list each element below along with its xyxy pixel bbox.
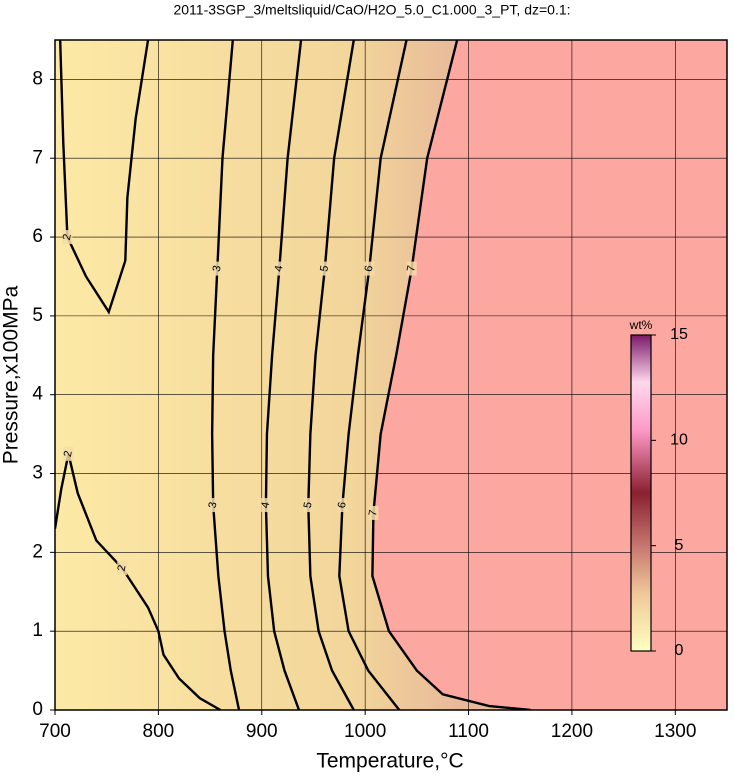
contour-label-bg (337, 498, 348, 513)
contour-label-bg (319, 261, 330, 276)
plot-area: 2 2 2 3 3 4 4 5 5 6 6 7 7 (55, 40, 727, 710)
x-axis-label: Temperature,°C (316, 750, 463, 773)
contour-line (264, 40, 303, 710)
colorbar-tick-label: 15 (670, 326, 688, 343)
contour-label-bg (406, 261, 417, 276)
contour-label: 4 (273, 265, 286, 273)
contour-label-bg (62, 230, 73, 245)
colorbar-label: wt% (629, 318, 653, 332)
contour-line (338, 40, 408, 710)
x-tick-label: 1200 (551, 721, 593, 742)
contour-label-bg (368, 505, 379, 520)
contour-label: 5 (302, 501, 315, 509)
x-tick-label: 1100 (448, 721, 489, 742)
x-tick-label: 700 (39, 721, 71, 742)
y-axis-label: Pressure,x100MPa (0, 285, 23, 464)
contour-label: 4 (259, 501, 272, 509)
y-tick-label: 3 (32, 463, 43, 484)
y-tick-label: 4 (32, 384, 43, 405)
contour-label: 3 (207, 501, 220, 509)
contour-label-bg (364, 261, 375, 276)
contour-line (58, 40, 150, 315)
contour-label: 3 (211, 265, 224, 273)
x-tick-label: 1000 (344, 721, 386, 742)
x-tick-label: 800 (143, 721, 175, 742)
contour-label-bg (208, 498, 219, 513)
contour-label: 5 (318, 265, 331, 273)
colorbar-tick-label: 0 (675, 642, 684, 659)
contour-label: 7 (367, 509, 380, 517)
y-tick-label: 2 (32, 541, 43, 562)
contour-label-bg (260, 498, 271, 513)
axes: 700 800 900 1000 1100 1200 1300 0 1 2 3 4 5 6 7 8 wt% 0 5 1… (32, 39, 728, 742)
plot-frame (54, 39, 728, 711)
contour-label: 2 (116, 564, 129, 572)
contour-label-bg (303, 498, 314, 513)
contour-label: 7 (405, 265, 418, 273)
y-tick-label: 0 (32, 699, 43, 720)
colorbar-tick-label: 10 (670, 432, 688, 449)
chart-title: 2011-3SGP_3/meltsliquid/CaO/H2O_5.0_C1.0… (173, 2, 570, 18)
y-tick-label: 1 (32, 620, 43, 641)
y-tick-label: 8 (32, 68, 43, 89)
colorbar-tick-label: 5 (675, 537, 684, 554)
contour-label-bg (212, 261, 223, 276)
contour-line (307, 40, 355, 710)
contour-label-bg (63, 446, 74, 461)
contour-line (210, 40, 241, 710)
contour-label: 6 (336, 501, 349, 509)
y-tick-label: 6 (32, 226, 43, 247)
y-tick-label: 5 (32, 305, 43, 326)
colorbar (630, 334, 652, 652)
y-tick-label: 7 (32, 147, 43, 168)
contour-label-bg (274, 261, 285, 276)
x-tick-label: 900 (246, 721, 278, 742)
contour-label: 6 (363, 265, 376, 273)
contour-line (371, 40, 531, 710)
contour-label-bg (117, 561, 128, 576)
x-tick-label: 1300 (654, 721, 696, 742)
contour-label: 2 (62, 450, 75, 458)
contour-label: 2 (61, 233, 74, 241)
